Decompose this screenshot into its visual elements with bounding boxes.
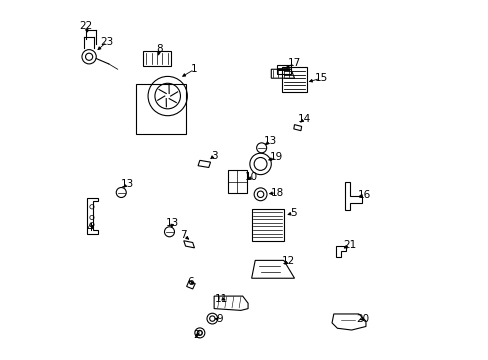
Text: 21: 21 [343,240,356,250]
Text: 22: 22 [79,21,92,31]
Bar [142,51,171,66]
Text: 13: 13 [121,179,134,189]
Text: 5: 5 [289,208,296,218]
Text: 7: 7 [180,230,187,240]
Text: 19: 19 [269,153,283,162]
Bar [135,84,185,134]
Text: 17: 17 [287,58,301,68]
Text: 6: 6 [186,277,193,287]
Text: 1: 1 [191,64,198,74]
Text: 10: 10 [244,172,258,183]
Text: 8: 8 [156,44,163,54]
Text: 12: 12 [281,256,294,266]
Text: 23: 23 [100,37,113,47]
Text: 18: 18 [270,188,284,198]
Text: 13: 13 [165,218,179,228]
Bar [227,170,246,193]
Bar [251,208,283,241]
Text: 2: 2 [193,330,199,341]
Text: 15: 15 [314,73,327,83]
Text: 4: 4 [87,223,93,233]
Text: 3: 3 [210,151,217,161]
Text: 9: 9 [216,314,223,324]
Text: 16: 16 [357,190,370,200]
Bar [276,65,290,74]
Text: 13: 13 [263,136,276,146]
Text: 11: 11 [214,294,227,303]
Text: 20: 20 [356,314,369,324]
Bar [282,67,306,93]
Text: 14: 14 [297,113,310,123]
